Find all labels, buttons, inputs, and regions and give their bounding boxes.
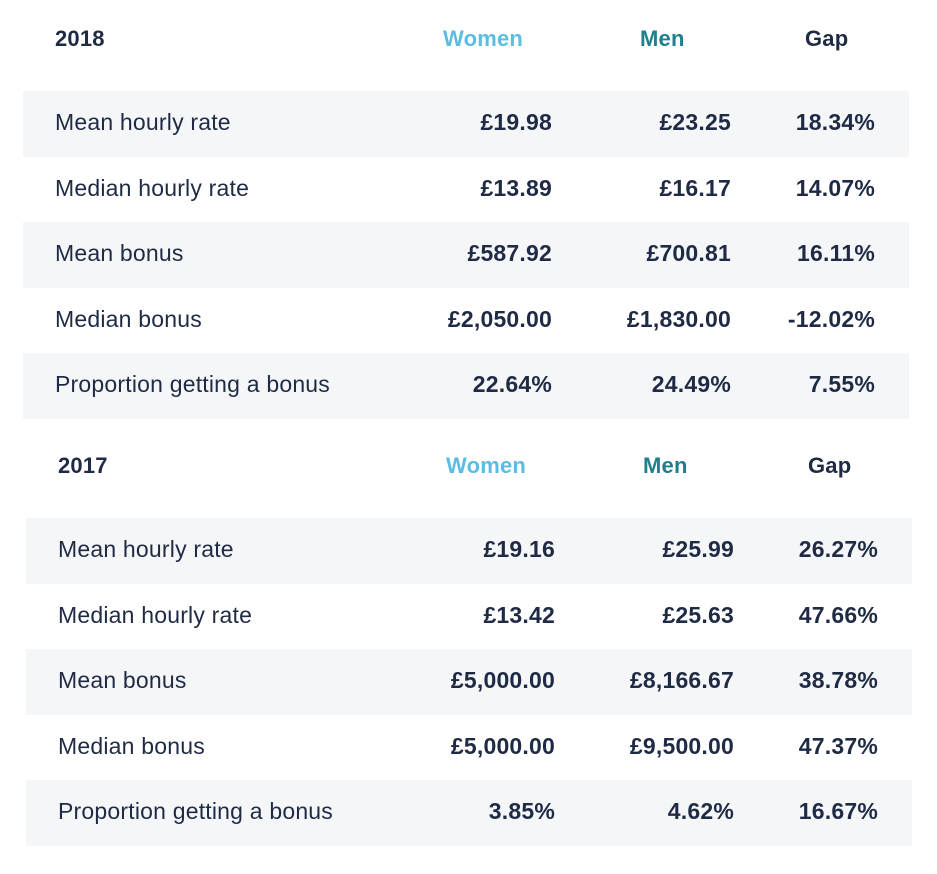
men-value: 4.62% [667, 798, 734, 824]
table-row: Median hourly rate £13.89 £16.17 14.07% [23, 157, 909, 223]
gap-value: 47.66% [798, 601, 878, 628]
table-header-row: 2018 Women Men Gap [23, 0, 909, 91]
gap-value: -12.02% [787, 305, 875, 332]
gap-value: 16.67% [798, 798, 878, 824]
women-value: £19.16 [483, 536, 555, 562]
table-row: Mean hourly rate £19.98 £23.25 18.34% [23, 91, 909, 157]
gap-column-header: Gap [805, 26, 849, 51]
gap-value: 18.34% [795, 109, 875, 135]
women-value: £5,000.00 [450, 732, 555, 759]
year-heading: 2017 [58, 453, 108, 478]
pay-gap-table-2018: 2018 Women Men Gap Mean hourly rate £19.… [23, 0, 909, 419]
year-heading: 2018 [55, 26, 105, 51]
men-column-header: Men [640, 26, 685, 51]
gap-value: 47.37% [798, 732, 878, 759]
women-value: 22.64% [472, 371, 552, 397]
men-value: £9,500.00 [629, 732, 734, 759]
table-row: Median bonus £5,000.00 £9,500.00 47.37% [26, 715, 912, 781]
women-value: £13.42 [483, 601, 555, 628]
row-label: Median hourly rate [58, 601, 253, 628]
men-value: £700.81 [646, 240, 731, 266]
table-header-row: 2017 Women Men Gap [26, 427, 912, 518]
row-label: Mean hourly rate [58, 536, 234, 562]
women-value: 3.85% [488, 798, 555, 824]
table-row: Mean bonus £5,000.00 £8,166.67 38.78% [26, 649, 912, 715]
women-value: £2,050.00 [447, 305, 552, 332]
table-row: Proportion getting a bonus 22.64% 24.49%… [23, 353, 909, 419]
table-row: Mean bonus £587.92 £700.81 16.11% [23, 222, 909, 288]
women-value: £587.92 [467, 240, 552, 266]
women-column-header: Women [443, 26, 524, 51]
row-label: Median bonus [55, 305, 202, 332]
table-row: Median bonus £2,050.00 £1,830.00 -12.02% [23, 288, 909, 354]
women-column-header: Women [446, 453, 527, 478]
gap-value: 14.07% [795, 174, 875, 201]
gap-value: 7.55% [808, 371, 875, 397]
gap-value: 26.27% [798, 536, 878, 562]
women-value: £5,000.00 [450, 667, 555, 693]
men-value: £16.17 [659, 174, 731, 201]
table-row: Proportion getting a bonus 3.85% 4.62% 1… [26, 780, 912, 846]
men-value: £8,166.67 [629, 667, 734, 693]
men-column-header: Men [643, 453, 688, 478]
men-value: 24.49% [651, 371, 731, 397]
gap-column-header: Gap [808, 453, 852, 478]
row-label: Proportion getting a bonus [58, 798, 334, 824]
men-value: £25.99 [662, 536, 734, 562]
gap-value: 38.78% [798, 667, 878, 693]
women-value: £13.89 [480, 174, 552, 201]
women-value: £19.98 [480, 109, 552, 135]
pay-gap-table-2017: 2017 Women Men Gap Mean hourly rate £19.… [26, 427, 912, 846]
table-row: Median hourly rate £13.42 £25.63 47.66% [26, 584, 912, 650]
table-row: Mean hourly rate £19.16 £25.99 26.27% [26, 518, 912, 584]
men-value: £1,830.00 [626, 305, 731, 332]
row-label: Mean hourly rate [55, 109, 231, 135]
row-label: Mean bonus [58, 667, 187, 693]
gap-value: 16.11% [797, 240, 875, 266]
row-label: Proportion getting a bonus [55, 371, 331, 397]
men-value: £23.25 [659, 109, 731, 135]
men-value: £25.63 [662, 601, 734, 628]
row-label: Median bonus [58, 732, 205, 759]
row-label: Median hourly rate [55, 174, 250, 201]
row-label: Mean bonus [55, 240, 184, 266]
